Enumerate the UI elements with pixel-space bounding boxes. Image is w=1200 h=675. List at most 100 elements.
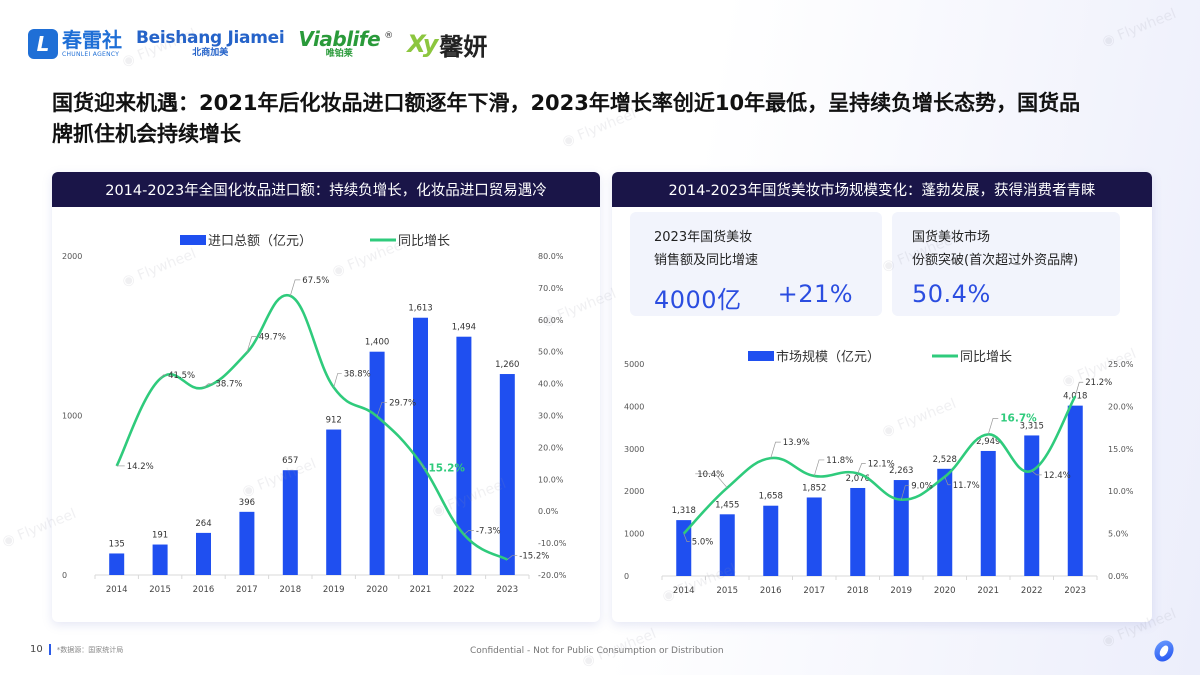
line-label-leader [420, 462, 427, 470]
right-axis-tick: 0.0% [538, 507, 559, 516]
bar [413, 317, 428, 575]
bar-value-label: 1,613 [408, 304, 432, 314]
x-axis-label: 2014 [106, 585, 128, 595]
bar-value-label: 1,400 [365, 338, 389, 348]
right-axis-tick: -10.0% [538, 539, 567, 548]
line-value-label: -15.2% [519, 552, 549, 562]
line-label-leader [770, 441, 781, 459]
bar-value-label: 2,263 [889, 466, 913, 476]
x-axis-label: 2020 [934, 586, 956, 596]
kpi-sales-value: 4000亿 [654, 286, 742, 314]
bar-value-label: 1,260 [495, 360, 519, 370]
line-label-leader [463, 530, 474, 535]
import-chart-panel: 2014-2023年全国化妆品进口额：持续负增长，化妆品进口贸易遇冷 进口总额（… [52, 172, 600, 622]
right-axis-tick: 20.0% [538, 443, 564, 452]
bar-value-label: 1,658 [759, 492, 783, 502]
right-axis-tick: 80.0% [538, 252, 564, 261]
logo-xy-mark: Xy [407, 30, 438, 58]
line-value-label: 11.8% [826, 456, 853, 466]
line-label-leader [507, 555, 518, 560]
kpi-card-share: 国货美妆市场 份额突破(首次超过外资品牌) 50.4% [892, 212, 1120, 316]
bar-value-label: 912 [326, 416, 342, 426]
right-axis-tick: 25.0% [1108, 360, 1134, 369]
line-label-leader [376, 402, 388, 417]
bar [806, 497, 822, 576]
line-value-label: 41.5% [168, 371, 195, 381]
x-axis-label: 2018 [847, 586, 869, 596]
right-axis-tick: 20.0% [1108, 402, 1134, 411]
bar [676, 520, 692, 576]
left-axis-tick: 0 [62, 571, 67, 580]
left-axis-tick: 1000 [624, 530, 644, 539]
bar [980, 450, 996, 576]
right-axis-tick: 60.0% [538, 316, 564, 325]
bar-value-label: 657 [282, 456, 298, 466]
line-label-leader [683, 533, 690, 542]
x-axis-label: 2017 [803, 586, 825, 596]
bar-value-label: 1,494 [452, 323, 476, 333]
bar [239, 511, 255, 575]
growth-line [115, 293, 508, 561]
line-label-leader [813, 459, 825, 477]
bar-value-label: 1,455 [715, 500, 739, 510]
domestic-market-panel: 2014-2023年国货美妆市场规模变化：蓬勃发展，获得消费者青睐 2023年国… [612, 172, 1152, 622]
logo-viablife: Viablife 唯铂莱 ® [298, 29, 393, 59]
legend-line-label: 同比增长 [960, 350, 1012, 365]
legend-bar-label: 市场规模（亿元） [776, 349, 880, 365]
domestic-market-chart: 市场规模（亿元） 同比增长 0 1000 2000 3000 4000 5000 0.0% 5.0… [624, 349, 1134, 596]
line-value-label: 14.2% [127, 462, 154, 472]
bar-value-label: 2,949 [976, 437, 1000, 447]
confidential-notice: Confidential - Not for Public Consumptio… [470, 646, 724, 656]
line-value-label: 9.0% [911, 482, 933, 492]
data-source: *数据源：国家统计局 [56, 645, 124, 654]
line-label-leader [246, 336, 257, 353]
right-axis-tick: 5.0% [1108, 530, 1129, 539]
kpi-sales-label-1: 2023年国货美妆 [654, 230, 753, 245]
logo-beishang-sub: 北商加美 [192, 48, 229, 58]
left-axis-tick: 5000 [624, 360, 644, 369]
domestic-market-title: 2014-2023年国货美妆市场规模变化：蓬勃发展，获得消费者青睐 [612, 172, 1152, 207]
x-axis-label: 2023 [1064, 586, 1086, 596]
line-value-label: 11.7% [953, 481, 980, 491]
line-value-label: 12.1% [868, 459, 895, 469]
x-axis-label: 2021 [410, 585, 432, 595]
kpi-card-sales: 2023年国货美妆 销售额及同比增速 4000亿 +21% [630, 212, 882, 316]
x-axis-label: 2016 [193, 585, 215, 595]
kpi-sales-label-2: 销售额及同比增速 [654, 253, 759, 268]
kpi-share-label-2: 份额突破(首次超过外资品牌) [912, 253, 1079, 268]
logo-chunlei-sub: CHUNLEI AGENCY [62, 51, 120, 58]
bar-value-label: 2,528 [933, 455, 957, 465]
logo-xinyan-name: 馨妍 [439, 32, 488, 61]
x-axis-label: 2019 [323, 585, 345, 595]
right-axis-tick: 50.0% [538, 348, 564, 357]
right-axis-tick: 10.0% [1108, 487, 1134, 496]
right-axis-tick: 0.0% [1108, 572, 1129, 581]
x-axis-label: 2022 [1021, 586, 1043, 596]
kpi-share-label-1: 国货美妆市场 [912, 230, 991, 245]
line-value-label: 38.7% [216, 380, 243, 390]
right-axis-tick: 30.0% [538, 412, 564, 421]
kpi-share-value: 50.4% [912, 280, 991, 308]
registered-icon: ® [384, 31, 394, 41]
growth-line [682, 395, 1077, 535]
x-axis-label: 2019 [890, 586, 912, 596]
chunlei-l-icon: L [28, 29, 58, 59]
legend-bar-label: 进口总额（亿元） [208, 234, 312, 249]
bar-value-label: 3,315 [1020, 421, 1044, 431]
bar [719, 514, 735, 576]
partner-logos: L 春雷社 CHUNLEI AGENCY Beishang Jiamei 北商加… [28, 22, 487, 66]
bar [937, 468, 953, 576]
right-axis-tick: 70.0% [538, 284, 564, 293]
bar [850, 487, 866, 576]
left-axis-tick: 2000 [624, 487, 644, 496]
import-chart-title: 2014-2023年全国化妆品进口额：持续负增长，化妆品进口贸易遇冷 [52, 172, 600, 207]
logo-xinyan: Xy 馨妍 [407, 27, 487, 62]
line-value-label: 67.5% [302, 276, 329, 286]
line-label-leader [1031, 470, 1042, 476]
left-axis-tick: 4000 [624, 402, 644, 411]
chart-legend: 进口总额（亿元） 同比增长 [180, 234, 450, 249]
line-value-label: 16.7% [1000, 412, 1037, 424]
x-axis-label: 2015 [149, 585, 171, 595]
page-title: 国货迎来机遇：2021年后化妆品进口额逐年下滑，2023年增长率创近10年最低，… [52, 91, 1081, 146]
bar-value-label: 2,076 [846, 474, 870, 484]
